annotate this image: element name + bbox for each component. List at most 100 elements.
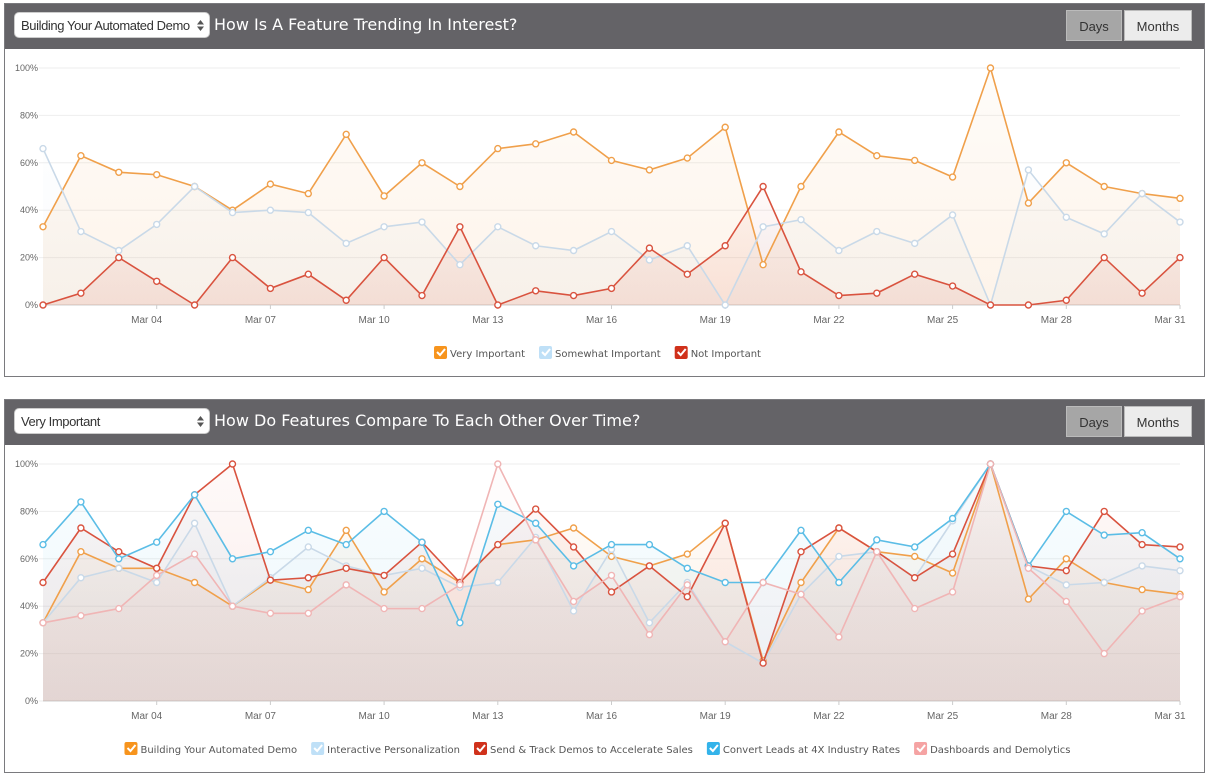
months-button[interactable]: Months (1124, 406, 1192, 437)
data-point (115, 168, 123, 176)
legend-checkbox-icon (914, 742, 928, 755)
data-point (152, 538, 161, 546)
data-point (418, 604, 426, 613)
data-point (986, 64, 995, 72)
data-point (494, 500, 502, 508)
data-point (77, 227, 85, 236)
legend-checkbox-icon (474, 742, 488, 755)
data-point (418, 218, 426, 226)
data-point (873, 289, 881, 297)
data-point (986, 460, 995, 468)
data-point (342, 581, 350, 589)
data-point (304, 208, 312, 217)
data-point (797, 182, 805, 191)
data-point (645, 256, 654, 264)
data-point (1138, 289, 1146, 297)
data-point (228, 602, 237, 610)
data-point (342, 239, 350, 248)
data-point (228, 460, 237, 468)
data-point (911, 270, 919, 278)
data-point (266, 576, 275, 584)
check-icon (916, 744, 926, 753)
legend-item[interactable]: Building Your Automated Demo (124, 742, 297, 756)
x-tick-label: Mar 04 (131, 711, 163, 722)
panel-title: How Do Features Compare To Each Other Ov… (214, 411, 641, 430)
data-point (304, 574, 312, 582)
y-tick-label: 20% (20, 649, 38, 659)
data-point (115, 253, 123, 262)
data-point (1100, 253, 1108, 262)
months-button[interactable]: Months (1124, 10, 1192, 41)
data-point (456, 261, 464, 269)
data-point (759, 223, 767, 231)
x-tick-label: Mar 13 (472, 315, 504, 326)
data-point (532, 519, 540, 527)
data-point (1100, 230, 1108, 238)
data-point (39, 144, 47, 153)
data-point (380, 223, 388, 231)
data-point (190, 550, 199, 558)
data-point (418, 291, 426, 300)
y-tick-label: 40% (20, 601, 38, 611)
x-tick-label: Mar 22 (813, 711, 845, 722)
x-tick-label: Mar 22 (813, 315, 845, 326)
data-point (1024, 301, 1033, 309)
y-tick-label: 0% (25, 300, 38, 310)
data-point (948, 173, 957, 181)
legend-item[interactable]: Somewhat Important (539, 346, 661, 360)
legend-item[interactable]: Convert Leads at 4X Industry Rates (706, 742, 900, 756)
data-point (190, 519, 199, 527)
data-point (1176, 555, 1184, 563)
data-point (607, 156, 616, 165)
legend-item[interactable]: Not Important (674, 346, 761, 360)
x-tick-label: Mar 16 (586, 711, 618, 722)
days-button[interactable]: Days (1066, 10, 1122, 41)
data-point (607, 227, 616, 236)
data-point (683, 593, 691, 601)
data-point (418, 564, 426, 572)
data-point (380, 588, 388, 596)
data-point (797, 578, 805, 587)
legend-item[interactable]: Very Important (434, 346, 525, 360)
data-point (115, 555, 123, 563)
legend-item[interactable]: Send & Track Demos to Accelerate Sales (474, 742, 693, 756)
data-point (266, 284, 275, 293)
data-point (152, 220, 161, 229)
data-point (494, 223, 502, 231)
feature-trend-panel: Building Your Automated Demo How Is A Fe… (4, 3, 1205, 377)
check-icon (313, 744, 323, 753)
data-point (228, 555, 237, 563)
data-point (532, 287, 540, 295)
feature-compare-panel: Very Important How Do Features Compare T… (4, 399, 1205, 773)
importance-select-value: Very Important (21, 414, 100, 429)
y-tick-label: 80% (20, 110, 38, 120)
data-point (1024, 595, 1033, 603)
x-tick-label: Mar 19 (700, 711, 732, 722)
importance-select[interactable]: Very Important (14, 408, 210, 434)
data-point (304, 585, 312, 594)
data-point (569, 246, 578, 255)
legend-item[interactable]: Dashboards and Demolytics (914, 742, 1071, 756)
data-point (190, 578, 199, 587)
data-point (152, 564, 161, 572)
x-tick-label: Mar 28 (1041, 711, 1073, 722)
data-point (948, 282, 957, 290)
data-point (607, 571, 616, 580)
data-point (39, 301, 47, 309)
data-point (152, 277, 161, 286)
data-point (1100, 182, 1108, 191)
data-point (948, 550, 957, 558)
data-point (569, 128, 578, 136)
legend-item[interactable]: Interactive Personalization (311, 742, 460, 756)
trend-chart: 0% 20% 40% 60% 80% 100% Mar 04 Mar 07 Mar 10 Mar … (15, 63, 1186, 360)
data-point (759, 578, 767, 587)
data-point (948, 569, 957, 577)
data-point (1176, 194, 1184, 203)
feature-select[interactable]: Building Your Automated Demo (14, 12, 210, 38)
data-point (190, 182, 199, 191)
days-button[interactable]: Days (1066, 406, 1122, 437)
data-point (721, 242, 729, 250)
data-point (721, 519, 729, 527)
data-point (115, 604, 123, 613)
data-point (911, 604, 919, 613)
